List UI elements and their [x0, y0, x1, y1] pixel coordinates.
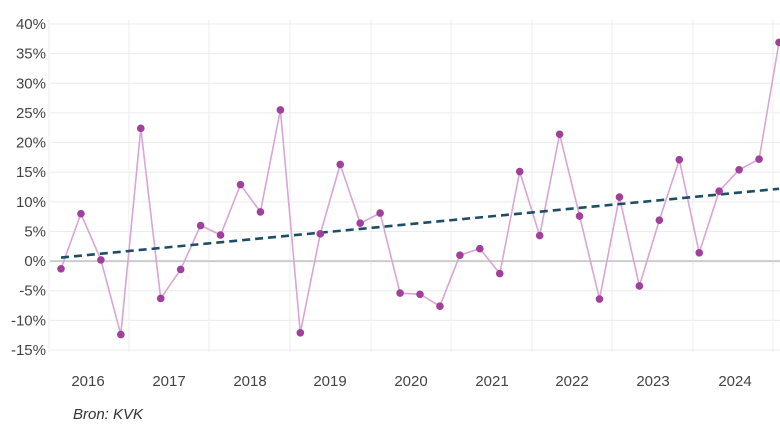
data-point	[735, 166, 743, 174]
trend-line-path	[60, 187, 780, 259]
data-point	[236, 180, 245, 189]
data-point	[495, 269, 504, 278]
y-tick-label: -15%	[11, 342, 46, 359]
x-tick-label: 2017	[152, 373, 185, 390]
x-tick-label: 2021	[475, 373, 508, 390]
y-tick-label: 40%	[16, 16, 46, 33]
data-point	[176, 265, 185, 274]
x-tick-label: 2018	[233, 373, 266, 390]
data-point	[296, 329, 305, 337]
data-point	[256, 208, 265, 216]
source-note: Bron: KVK	[73, 406, 144, 423]
data-point	[575, 212, 584, 220]
data-point	[755, 155, 763, 163]
data-point	[57, 264, 65, 273]
data-point	[196, 221, 205, 230]
y-tick-label: 20%	[16, 135, 46, 152]
data-point	[396, 289, 404, 297]
data-point	[376, 209, 384, 217]
trend-line	[60, 187, 780, 259]
y-tick-label: -10%	[11, 312, 46, 329]
data-point	[515, 167, 524, 176]
data-point	[595, 295, 604, 303]
y-tick-label: 5%	[24, 223, 46, 240]
y-axis: 40% 35% 30% 25% 20% 15% 10% 5% 0% -5% -10% -15%	[11, 16, 46, 359]
data-point	[136, 124, 145, 133]
x-tick-label: 2022	[555, 373, 588, 390]
data-point	[336, 160, 345, 169]
y-tick-label: 0%	[24, 253, 46, 270]
grid-lines	[48, 20, 780, 352]
x-tick-label: 2019	[313, 373, 346, 390]
data-point	[216, 231, 225, 239]
data-point	[655, 216, 664, 224]
y-tick-label: 10%	[16, 194, 46, 211]
y-tick-label: 35%	[16, 46, 46, 63]
x-tick-label: 2024	[718, 373, 751, 390]
data-point	[775, 38, 780, 47]
y-tick-label: 30%	[16, 75, 46, 92]
data-point	[316, 230, 325, 238]
data-point	[436, 302, 444, 310]
data-point	[276, 106, 285, 114]
y-tick-label: -5%	[19, 283, 46, 300]
y-tick-label: 15%	[16, 164, 46, 181]
x-tick-label: 2023	[636, 373, 669, 390]
data-points	[57, 38, 780, 339]
data-point	[535, 231, 544, 240]
data-point	[476, 244, 484, 253]
data-point	[675, 155, 684, 164]
data-point	[416, 290, 424, 299]
x-tick-label: 2020	[394, 373, 427, 390]
data-point	[695, 248, 704, 257]
data-point	[615, 193, 624, 201]
data-point	[356, 219, 364, 227]
data-point	[456, 251, 464, 259]
y-tick-label: 25%	[16, 105, 46, 122]
data-point	[117, 330, 125, 339]
x-tick-label: 2016	[71, 373, 104, 390]
data-point	[77, 209, 85, 218]
x-axis: 2016 2017 2018 2019 2020 2021 2022 2023 2024	[71, 373, 751, 390]
data-point	[715, 187, 723, 195]
data-point	[555, 130, 564, 139]
data-point	[156, 294, 165, 303]
data-point	[97, 256, 105, 264]
data-point	[635, 282, 644, 290]
